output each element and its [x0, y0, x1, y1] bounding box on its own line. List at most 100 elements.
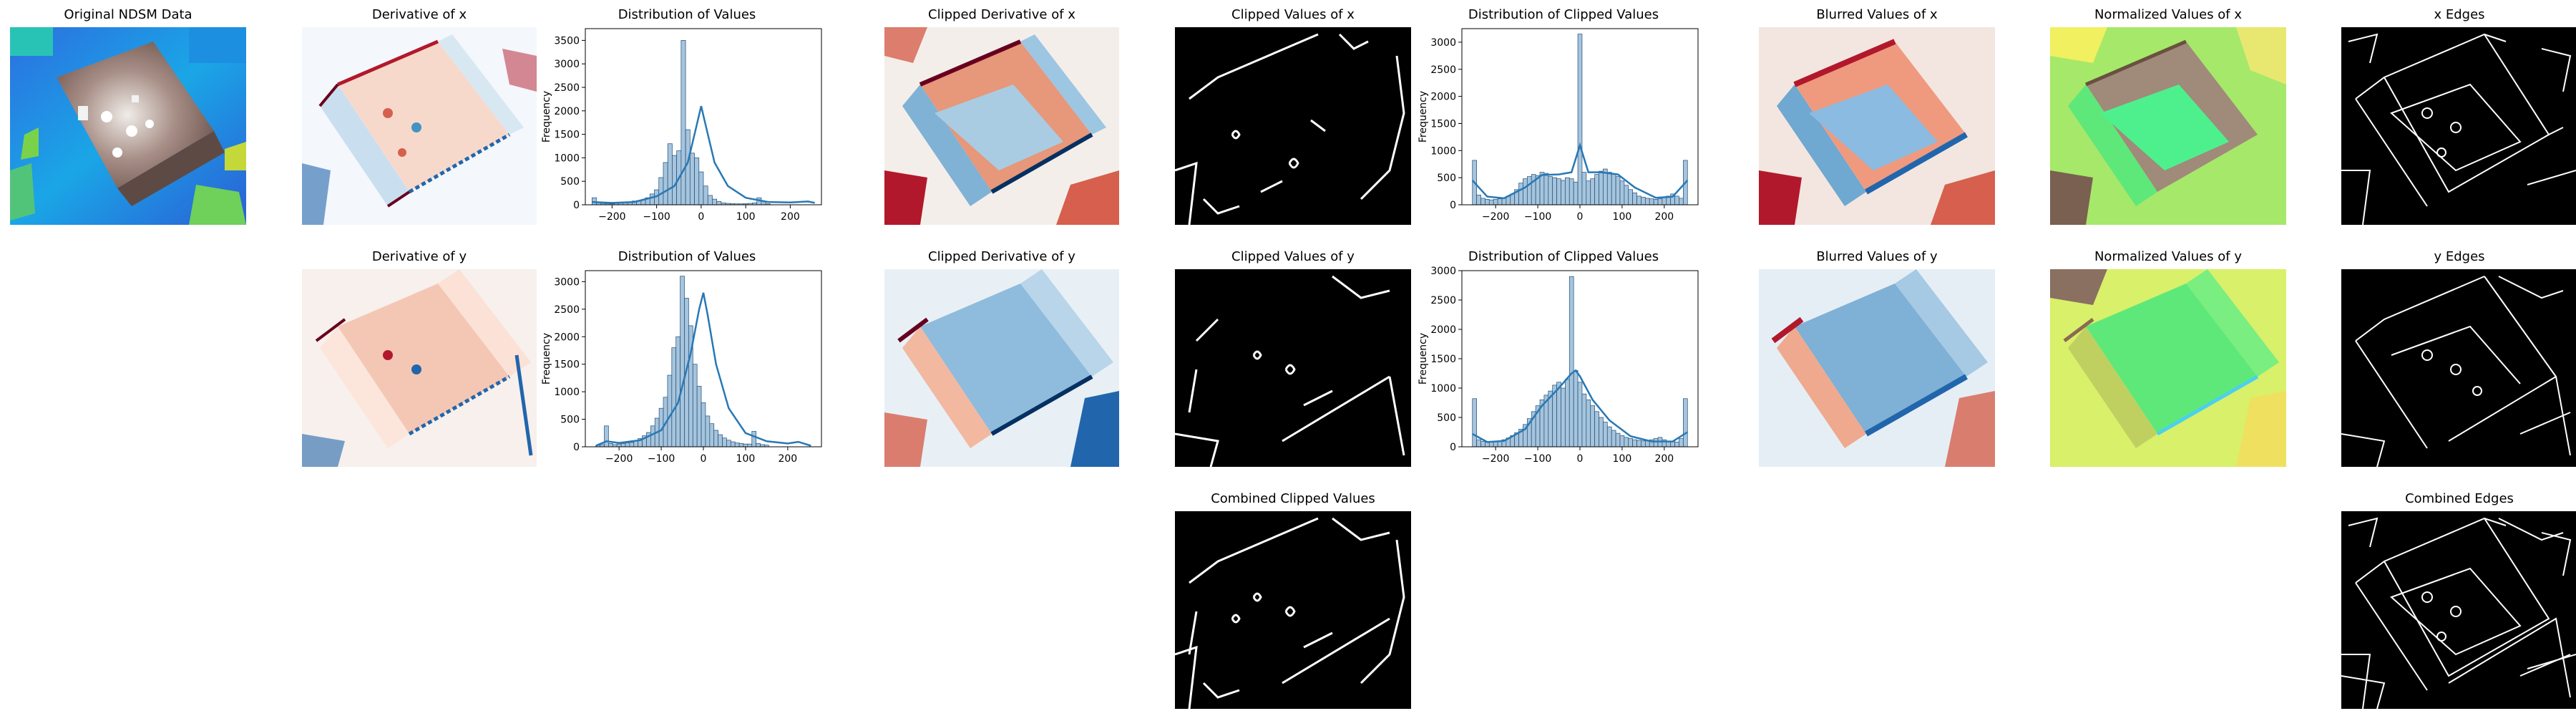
y-tick-label: 500	[560, 176, 580, 188]
x-tick-label: 200	[781, 211, 800, 223]
kde-line	[1471, 142, 1689, 200]
histogram-bar	[667, 143, 673, 205]
histogram-bar	[1493, 199, 1498, 205]
histogram-bar	[689, 153, 695, 205]
kde-line	[1472, 369, 1688, 443]
x-tick-label: −200	[598, 211, 625, 223]
histogram-bar	[1590, 405, 1595, 448]
y-tick-label: 2500	[1430, 64, 1456, 76]
derivative-y-panel: Derivative of y	[302, 249, 537, 468]
y-tick-label: 2500	[554, 82, 580, 94]
histogram-bar	[629, 442, 635, 448]
histogram-bar	[604, 425, 609, 448]
histogram-bar	[751, 431, 757, 448]
histogram-bar	[1599, 170, 1604, 205]
histogram-bar	[1628, 189, 1634, 205]
y-tick-label: 2500	[1430, 295, 1456, 306]
axes-frame	[585, 28, 822, 205]
y-edges-panel: y Edges	[2341, 249, 2576, 468]
derivative-x-image	[302, 27, 537, 225]
histogram-bar	[1497, 198, 1503, 205]
histogram-bar	[1573, 370, 1579, 448]
normalized-x-panel: Normalized Values of x	[2050, 7, 2286, 226]
histogram-bar	[716, 201, 722, 205]
x-tick-label: 0	[1577, 211, 1584, 223]
histogram-bar	[1632, 439, 1637, 448]
histogram-bar	[1480, 441, 1485, 448]
panel-title: Combined Edges	[2405, 491, 2514, 506]
histogram-bar	[1568, 276, 1574, 448]
x-tick-label: −200	[1482, 453, 1509, 465]
clipped-values-y-image	[1175, 269, 1411, 467]
y-tick-label: 1500	[554, 130, 580, 141]
histogram-bar	[1632, 192, 1637, 205]
x-tick-label: 200	[1654, 453, 1674, 465]
histogram-bar	[1615, 432, 1621, 448]
combined-edges-image	[2341, 511, 2576, 709]
histogram-bar	[1619, 435, 1625, 448]
clipped-derivative-y-image	[884, 269, 1119, 467]
histogram-bar	[625, 442, 630, 448]
histogram-bar	[608, 443, 613, 448]
histogram-bar	[1662, 197, 1667, 205]
histogram-bar	[1488, 199, 1494, 205]
kde-line	[592, 105, 815, 204]
hist-clip-y-chart: −200 −100 0 100 200050010001500200025003000F…	[1418, 266, 1699, 465]
histogram-bar	[1543, 173, 1549, 205]
histogram-bar	[1472, 398, 1477, 448]
histogram-bar	[1586, 180, 1591, 205]
y-axis-label: Frequency	[1418, 333, 1429, 384]
hist-clip-y-panel: Distribution of Clipped Values −200 −100 0…	[1418, 249, 1707, 468]
y-tick-label: 2000	[554, 106, 580, 117]
y-edges-image	[2341, 269, 2576, 467]
hist-x-chart: −200 −100 0 100 2000500100015002000250030003…	[541, 28, 822, 223]
panel-title: Normalized Values of y	[2094, 249, 2243, 264]
panel-title: Clipped Values of x	[1231, 7, 1355, 22]
histogram-bar	[1565, 177, 1570, 205]
panel-title: Clipped Values of y	[1231, 249, 1355, 264]
histogram-bar	[1683, 398, 1688, 448]
y-tick-label: 2000	[1430, 92, 1456, 103]
histogram-bar	[1636, 195, 1641, 205]
histogram-bar	[1561, 387, 1566, 448]
y-tick-label: 3000	[1430, 266, 1456, 277]
x-tick-label: 100	[1613, 453, 1632, 465]
histogram-bar	[1548, 176, 1553, 205]
histogram-bar	[1526, 176, 1532, 205]
x-tick-label: 0	[701, 453, 707, 465]
histogram-bar	[1594, 411, 1599, 448]
x-edges-panel: x Edges	[2341, 7, 2576, 226]
y-tick-label: 500	[1437, 412, 1456, 424]
histogram-bar	[703, 185, 708, 205]
original-ndsm-panel: Original NDSM Data	[10, 7, 246, 226]
histogram-bar	[1599, 417, 1604, 448]
y-tick-label: 0	[573, 200, 580, 211]
histogram-bar	[649, 193, 655, 205]
histogram-bar	[1556, 382, 1561, 448]
panel-title: Clipped Derivative of y	[928, 249, 1075, 264]
panel-title: Distribution of Clipped Values	[1468, 249, 1659, 264]
y-axis-label: Frequency	[1418, 91, 1429, 142]
clipped-derivative-x-image	[884, 27, 1119, 225]
histogram-bar	[1573, 181, 1579, 205]
clipped-derivative-x-panel: Clipped Derivative of x	[884, 7, 1119, 226]
histogram-bar	[672, 155, 677, 205]
histogram-bar	[675, 336, 680, 448]
histogram-bar	[663, 162, 668, 205]
histogram-bar	[1679, 438, 1684, 448]
panel-title: Blurred Values of x	[1816, 7, 1938, 22]
histogram-bar	[1556, 178, 1561, 205]
histogram-bar	[680, 40, 686, 205]
y-tick-label: 2000	[554, 332, 580, 343]
x-tick-label: 100	[736, 211, 756, 223]
y-tick-label: 500	[560, 415, 580, 426]
y-tick-label: 3000	[1430, 37, 1456, 49]
y-tick-label: 3000	[554, 276, 580, 288]
panel-title: Distribution of Values	[618, 7, 756, 22]
histogram-bar	[1586, 400, 1591, 448]
panel-title: Normalized Values of x	[2094, 7, 2243, 22]
y-tick-label: 1000	[1430, 383, 1456, 395]
histogram-bar	[1577, 34, 1583, 205]
hist-clip-x-panel: Distribution of Clipped Values −200 −100 0…	[1418, 7, 1707, 226]
blurred-y-panel: Blurred Values of y	[1759, 249, 1995, 468]
